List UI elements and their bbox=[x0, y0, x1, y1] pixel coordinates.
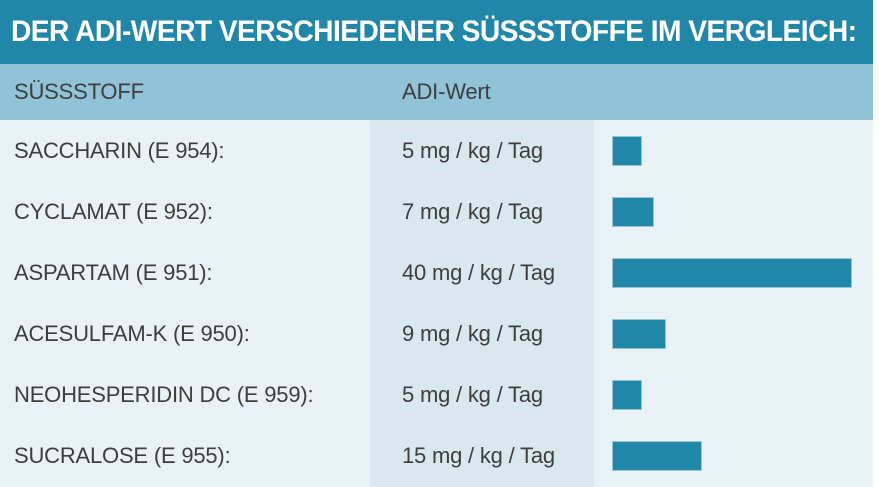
bar-track bbox=[594, 242, 873, 303]
sweetener-name-label: CYCLAMAT (E 952): bbox=[14, 198, 213, 224]
table-header-row: SÜSSSTOFF ADI-Wert bbox=[0, 64, 873, 120]
adi-value-bar bbox=[612, 441, 702, 472]
table-row: NEOHESPERIDIN DC (E 959): 5 mg / kg / Ta… bbox=[0, 364, 873, 426]
table-row: ACESULFAM-K (E 950): 9 mg / kg / Tag bbox=[0, 303, 873, 365]
adi-value-bar bbox=[612, 380, 642, 411]
page-title: DER ADI-WERT VERSCHIEDENER SÜSSSTOFFE IM… bbox=[11, 15, 857, 48]
column-header-sweetener: SÜSSSTOFF bbox=[14, 79, 144, 104]
adi-value-bar bbox=[612, 135, 642, 166]
table-row: SUCRALOSE (E 955): 15 mg / kg / Tag bbox=[0, 425, 873, 487]
adi-value-bar bbox=[612, 257, 852, 288]
table-body: SACCHARIN (E 954): 5 mg / kg / Tag CYCLA… bbox=[0, 120, 873, 487]
table-row: SACCHARIN (E 954): 5 mg / kg / Tag bbox=[0, 120, 873, 182]
adi-value-label: 5 mg / kg / Tag bbox=[370, 120, 594, 182]
adi-value-label: 40 mg / kg / Tag bbox=[370, 242, 594, 304]
adi-value-bar bbox=[612, 196, 654, 227]
bar-track bbox=[594, 304, 873, 365]
bar-track bbox=[594, 365, 873, 426]
sweetener-name-label: NEOHESPERIDIN DC (E 959): bbox=[14, 382, 314, 408]
column-header-adi-wert: ADI-Wert bbox=[402, 79, 491, 104]
bar-track bbox=[594, 181, 873, 242]
table-row: ASPARTAM (E 951): 40 mg / kg / Tag bbox=[0, 242, 873, 304]
sweetener-name-label: ACESULFAM-K (E 950): bbox=[14, 321, 250, 347]
table-row: CYCLAMAT (E 952): 7 mg / kg / Tag bbox=[0, 181, 873, 243]
adi-value-label: 9 mg / kg / Tag bbox=[370, 303, 594, 365]
adi-value-bar bbox=[612, 319, 666, 350]
adi-value-label: 15 mg / kg / Tag bbox=[370, 425, 594, 487]
adi-value-label: 7 mg / kg / Tag bbox=[370, 181, 594, 243]
bar-track bbox=[594, 426, 873, 487]
title-bar: DER ADI-WERT VERSCHIEDENER SÜSSSTOFFE IM… bbox=[0, 0, 873, 64]
sweetener-name-label: ASPARTAM (E 951): bbox=[14, 259, 213, 285]
sweetener-name-label: SACCHARIN (E 954): bbox=[14, 137, 225, 163]
bar-track bbox=[594, 120, 873, 181]
sweetener-name-label: SUCRALOSE (E 955): bbox=[14, 443, 231, 469]
adi-value-label: 5 mg / kg / Tag bbox=[370, 364, 594, 426]
